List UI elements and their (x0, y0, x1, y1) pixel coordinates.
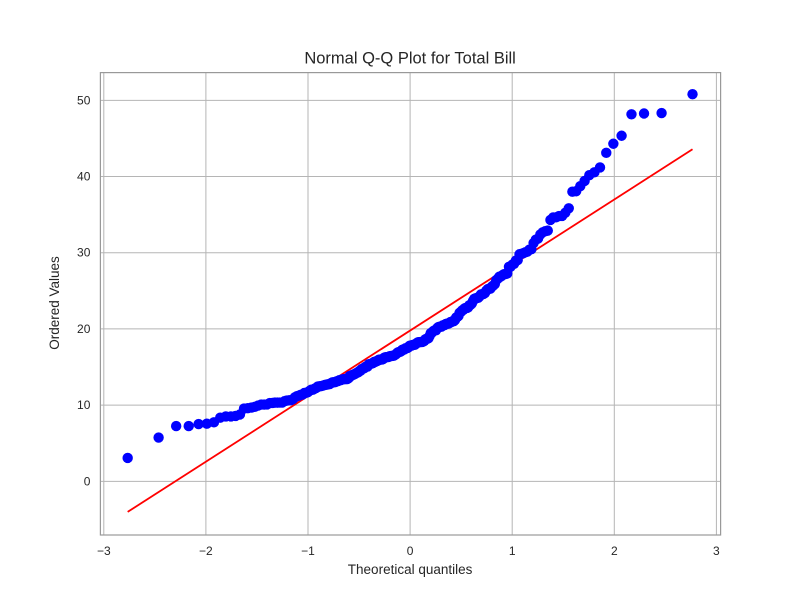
svg-text:20: 20 (77, 322, 91, 336)
svg-text:Theoretical quantiles: Theoretical quantiles (348, 562, 473, 577)
svg-text:40: 40 (77, 170, 91, 184)
svg-text:Ordered Values: Ordered Values (47, 256, 62, 350)
svg-text:−2: −2 (199, 544, 213, 558)
svg-text:50: 50 (77, 93, 91, 107)
svg-text:1: 1 (509, 544, 516, 558)
svg-text:10: 10 (77, 398, 91, 412)
svg-text:3: 3 (713, 544, 720, 558)
svg-text:2: 2 (611, 544, 618, 558)
svg-text:Normal Q-Q Plot for Total Bill: Normal Q-Q Plot for Total Bill (304, 50, 516, 68)
svg-text:−1: −1 (301, 544, 315, 558)
svg-text:0: 0 (407, 544, 414, 558)
svg-text:−3: −3 (97, 544, 111, 558)
svg-text:30: 30 (77, 246, 91, 260)
svg-text:0: 0 (84, 474, 91, 488)
